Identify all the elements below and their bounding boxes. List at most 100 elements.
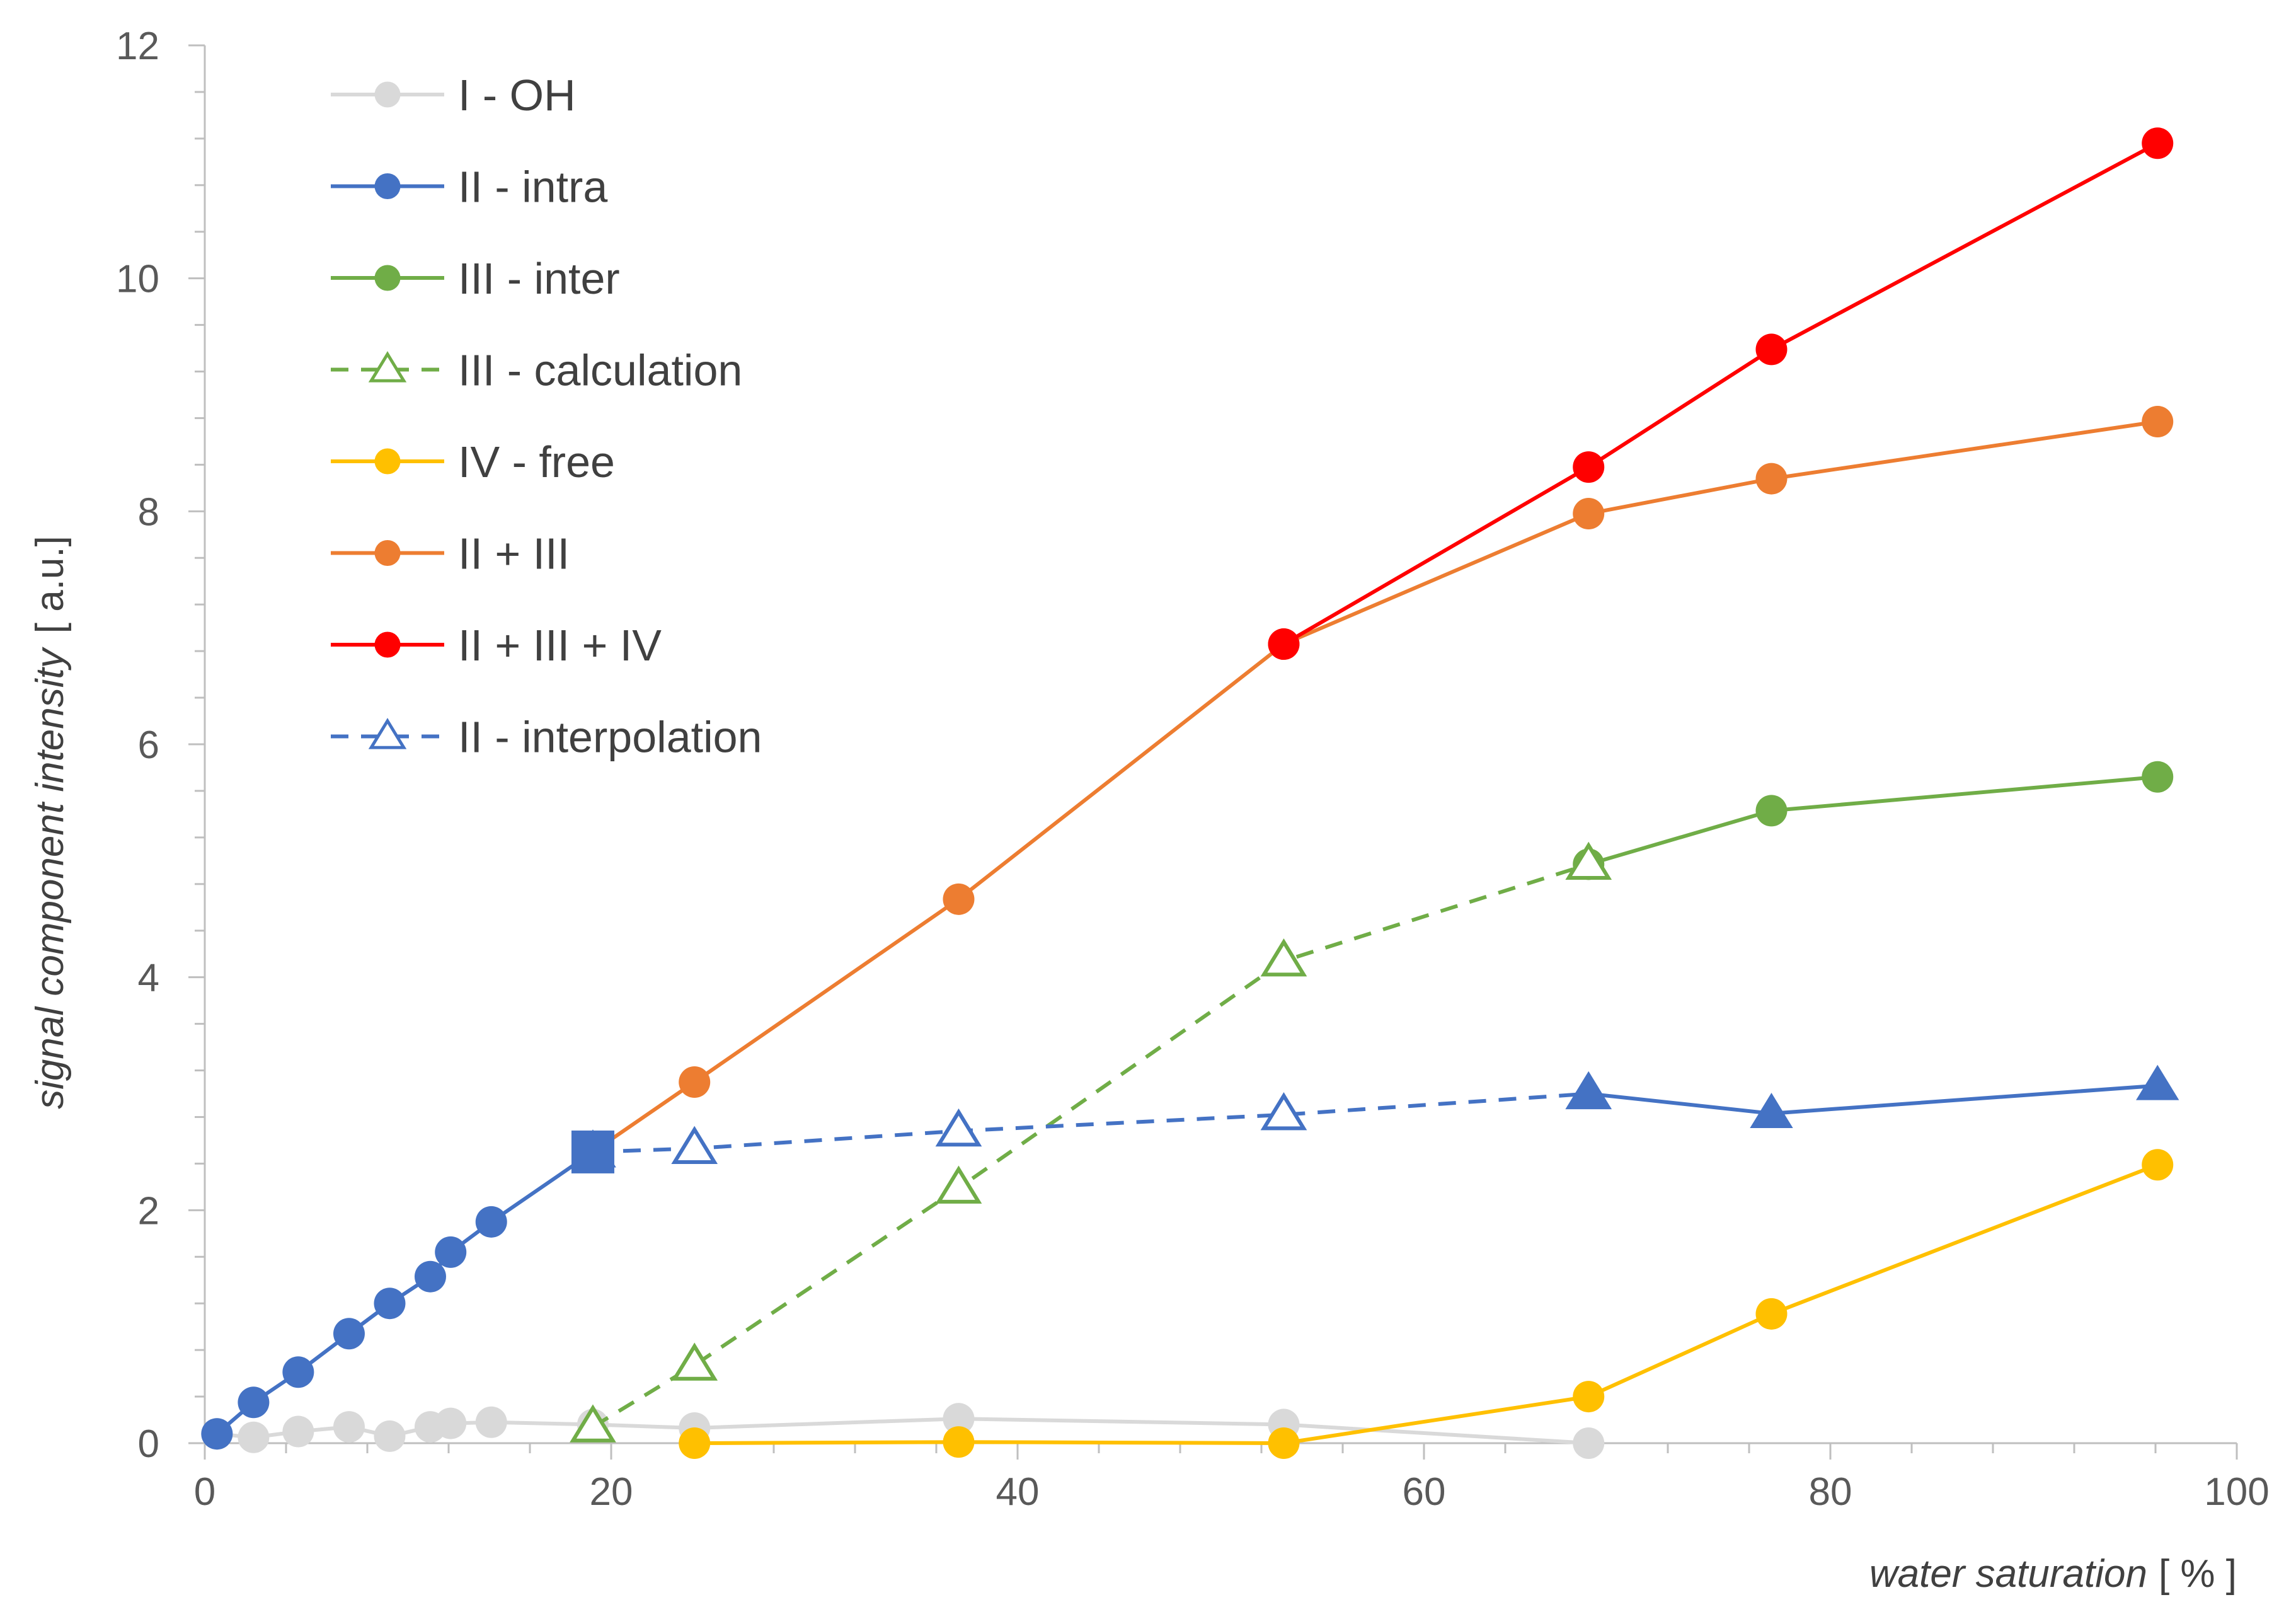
data-point: [1268, 628, 1300, 660]
data-point: [943, 883, 975, 915]
x-tick-label: 60: [1403, 1470, 1446, 1514]
legend-swatch-marker: [374, 540, 401, 566]
data-point: [1755, 795, 1788, 827]
data-point: [679, 1066, 711, 1098]
x-axis-title: water saturation [ % ]: [1869, 1552, 2237, 1596]
data-point: [671, 1342, 718, 1381]
data-point: [282, 1415, 314, 1448]
legend-swatch-marker: [374, 81, 401, 108]
data-point: [374, 1420, 406, 1452]
legend-item-i-oh: I - OH: [331, 71, 576, 120]
data-point: [374, 1288, 406, 1320]
data-point: [671, 1126, 718, 1164]
data-point: [475, 1206, 507, 1238]
legend-label: III - inter: [458, 254, 620, 303]
axes: 0 20 40 60 80 100 0 2 4 6 8 10 12: [116, 25, 2270, 1514]
x-tick-label: 0: [194, 1470, 215, 1514]
x-axis-title-text: water saturation: [1869, 1552, 2147, 1596]
data-point: [943, 1403, 975, 1435]
legend-label: II - intra: [458, 163, 607, 212]
data-point: [435, 1236, 467, 1268]
data-point: [1573, 1381, 1605, 1413]
y-tick-label: 8: [138, 490, 159, 534]
legend-label: III - calculation: [458, 346, 742, 395]
data-point: [333, 1411, 365, 1443]
legend-label: II + III: [458, 529, 570, 579]
x-tick-label: 40: [996, 1470, 1040, 1514]
data-point: [2142, 761, 2174, 793]
data-point: [935, 1165, 982, 1204]
series-i-oh: [201, 1403, 1605, 1459]
data-point: [1260, 938, 1307, 977]
legend-swatch-marker: [374, 173, 401, 199]
y-axis-title-text: signal component intensity: [28, 646, 72, 1109]
data-point: [238, 1386, 270, 1419]
data-point: [333, 1318, 365, 1350]
legend-item-iv-free: IV - free: [331, 437, 615, 487]
legend-label: IV - free: [458, 437, 615, 487]
data-point: [1268, 1427, 1300, 1459]
data-point: [1750, 1093, 1793, 1129]
legend-item-ii-iii-iv: II + III + IV: [331, 621, 662, 670]
series-line: [694, 1163, 2159, 1445]
data-point: [571, 1130, 614, 1173]
y-tick-label: 2: [138, 1189, 159, 1233]
legend-label: I - OH: [458, 71, 576, 120]
series-ii-measured-high-saturation: [1567, 1064, 2179, 1129]
data-point: [1260, 1092, 1307, 1131]
data-point: [1755, 1298, 1788, 1330]
data-point: [935, 1108, 982, 1147]
series-ii-intra: [201, 1136, 609, 1450]
y-tick-label: 12: [116, 25, 159, 68]
legend-item-ii-intra: II - intra: [331, 163, 607, 212]
data-point: [414, 1260, 446, 1293]
data-point: [238, 1421, 270, 1453]
data-point: [2142, 127, 2174, 159]
y-tick-label: 6: [138, 723, 159, 767]
data-point: [1573, 451, 1605, 483]
data-point: [1755, 333, 1788, 366]
x-axis-title-unit: [ % ]: [2159, 1552, 2237, 1596]
legend-item-ii-iii: II + III: [331, 529, 570, 579]
series-ii-junction: [571, 1130, 614, 1173]
legend-swatch-marker: [368, 351, 407, 383]
data-point: [1573, 498, 1605, 530]
y-tick-label: 0: [138, 1422, 159, 1466]
legend-swatch-marker: [374, 448, 401, 475]
y-tick-label: 4: [138, 957, 159, 1000]
data-point: [679, 1427, 711, 1459]
legend-label: II - interpolation: [458, 713, 762, 762]
data-point: [201, 1418, 233, 1450]
legend-item-ii-interpolation: II - interpolation: [331, 713, 762, 762]
legend-item-iii-calculation: III - calculation: [331, 346, 742, 395]
legend-swatch-marker: [374, 265, 401, 291]
data-point: [282, 1356, 314, 1388]
legend-item-iii-inter: III - inter: [331, 254, 620, 303]
legend-label: II + III + IV: [458, 621, 662, 670]
legend: I - OH II - intra III - inter III - calcula…: [331, 71, 762, 762]
y-axis-title: signal component intensity [ a.u.]: [28, 536, 72, 1109]
data-point: [2142, 1149, 2174, 1181]
y-axis-title-unit: [ a.u.]: [28, 536, 72, 633]
data-point: [2142, 406, 2174, 438]
data-point: [1573, 1427, 1605, 1459]
series-iv-free: [679, 1149, 2174, 1459]
x-tick-label: 80: [1809, 1470, 1852, 1514]
data-point: [570, 1404, 616, 1443]
series-line: [1282, 141, 2159, 646]
x-tick-label: 100: [2204, 1470, 2269, 1514]
data-point: [943, 1426, 975, 1458]
series-ii-iii-iv: [1268, 127, 2174, 660]
data-point: [1755, 463, 1788, 495]
data-point: [1565, 841, 1612, 880]
data-point: [475, 1406, 507, 1438]
series-iii-calculation: [570, 841, 1612, 1443]
legend-swatch-marker: [374, 631, 401, 658]
series-layer: [201, 127, 2179, 1459]
y-tick-label: 10: [116, 258, 159, 301]
data-point: [2136, 1064, 2179, 1100]
legend-swatch-marker: [368, 718, 407, 749]
data-point: [1567, 1073, 1610, 1109]
